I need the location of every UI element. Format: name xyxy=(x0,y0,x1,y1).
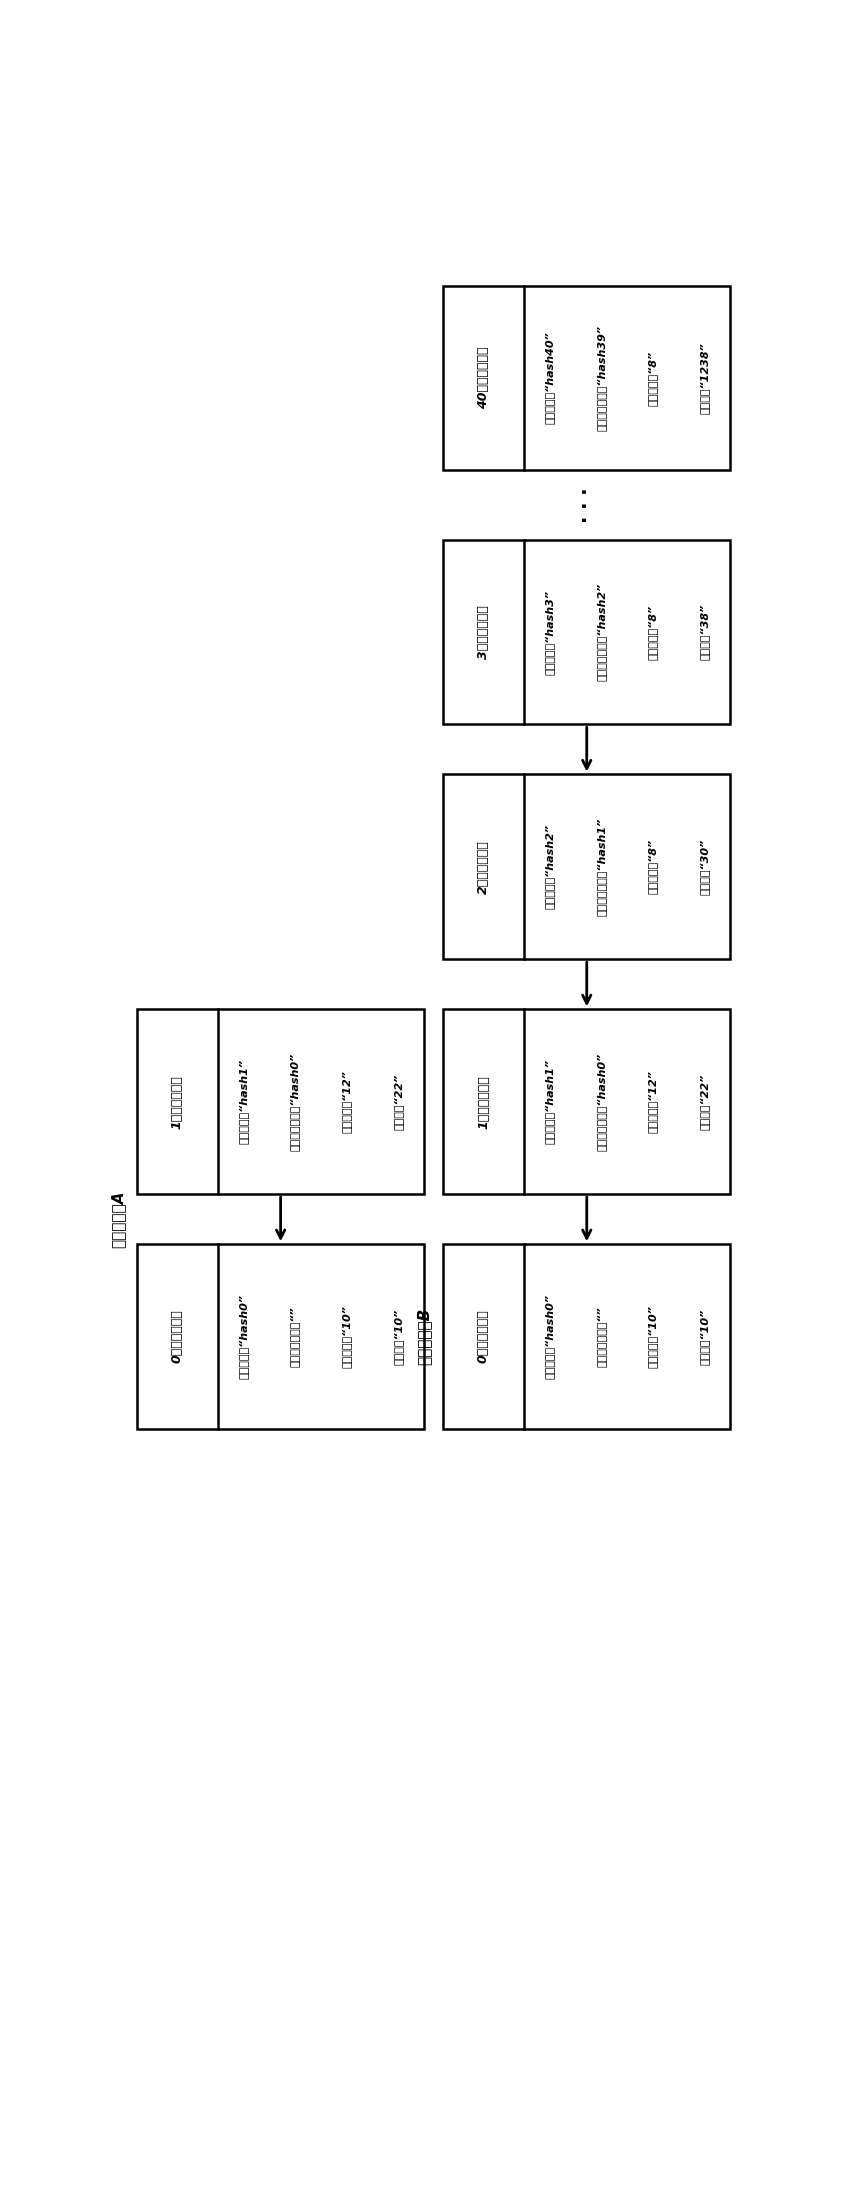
Text: 总难度＝“22”: 总难度＝“22” xyxy=(394,1074,403,1131)
Bar xyxy=(444,286,730,470)
Bar xyxy=(444,1244,730,1428)
Text: 总难度＝“30”: 总难度＝“30” xyxy=(700,840,709,894)
Text: 总难度＝“38”: 总难度＝“38” xyxy=(700,604,709,660)
Bar xyxy=(444,774,730,960)
Text: 总难度＝“10”: 总难度＝“10” xyxy=(700,1308,709,1365)
Text: 在前区块摘要＝“hash2”: 在前区块摘要＝“hash2” xyxy=(596,584,606,680)
Text: 总难度＝“10”: 总难度＝“10” xyxy=(394,1308,403,1365)
Bar xyxy=(137,1244,424,1428)
Text: 区块难度＝“8”: 区块难度＝“8” xyxy=(648,840,658,894)
Text: 40（区块高度）: 40（区块高度） xyxy=(477,348,490,409)
Text: 区块摘要＝“hash40”: 区块摘要＝“hash40” xyxy=(545,332,554,424)
Text: 区块链节点A: 区块链节点A xyxy=(110,1190,126,1249)
Text: 区块难度＝“8”: 区块难度＝“8” xyxy=(648,604,658,660)
Text: 3（区块高度）: 3（区块高度） xyxy=(477,606,490,658)
Text: 总难度＝“22”: 总难度＝“22” xyxy=(700,1074,709,1131)
Text: 区块摘要＝“hash3”: 区块摘要＝“hash3” xyxy=(545,590,554,674)
Text: 在前区块摘要＝“hash0”: 在前区块摘要＝“hash0” xyxy=(596,1052,606,1150)
Text: 区块摘要＝“hash0”: 区块摘要＝“hash0” xyxy=(238,1295,248,1380)
Bar xyxy=(137,1010,424,1194)
Text: 区块难度＝“10”: 区块难度＝“10” xyxy=(342,1306,352,1369)
Text: 区块摘要＝“hash1”: 区块摘要＝“hash1” xyxy=(545,1059,554,1144)
Text: 在前区块摘要＝“hash0”: 在前区块摘要＝“hash0” xyxy=(290,1052,300,1150)
Text: 总难度＝“1238”: 总难度＝“1238” xyxy=(700,341,709,413)
Text: 2（区块高度）: 2（区块高度） xyxy=(477,840,490,894)
Text: 1（区块高度）: 1（区块高度） xyxy=(171,1074,184,1128)
Text: 在前区块摘要＝“hash39”: 在前区块摘要＝“hash39” xyxy=(596,326,606,431)
Text: 1（区块高度）: 1（区块高度） xyxy=(477,1074,490,1128)
Text: 在前区块摘要＝“”: 在前区块摘要＝“” xyxy=(596,1306,606,1367)
Text: 0（区块高度）: 0（区块高度） xyxy=(171,1310,184,1363)
Text: 区块摘要＝“hash2”: 区块摘要＝“hash2” xyxy=(545,824,554,910)
Bar xyxy=(444,540,730,724)
Text: 区块难度＝“10”: 区块难度＝“10” xyxy=(648,1306,658,1369)
Text: 区块难度＝“12”: 区块难度＝“12” xyxy=(342,1069,352,1133)
Text: 区块摘要＝“hash1”: 区块摘要＝“hash1” xyxy=(238,1059,248,1144)
Text: 区块链节点B: 区块链节点B xyxy=(416,1308,432,1365)
Text: 在前区块摘要＝“hash1”: 在前区块摘要＝“hash1” xyxy=(596,818,606,916)
Text: · · ·: · · · xyxy=(577,488,596,523)
Bar xyxy=(444,1010,730,1194)
Text: 区块摘要＝“hash0”: 区块摘要＝“hash0” xyxy=(545,1295,554,1380)
Text: 0（区块高度）: 0（区块高度） xyxy=(477,1310,490,1363)
Text: 区块难度＝“8”: 区块难度＝“8” xyxy=(648,350,658,405)
Text: 区块难度＝“12”: 区块难度＝“12” xyxy=(648,1069,658,1133)
Text: 在前区块摘要＝“”: 在前区块摘要＝“” xyxy=(290,1306,300,1367)
